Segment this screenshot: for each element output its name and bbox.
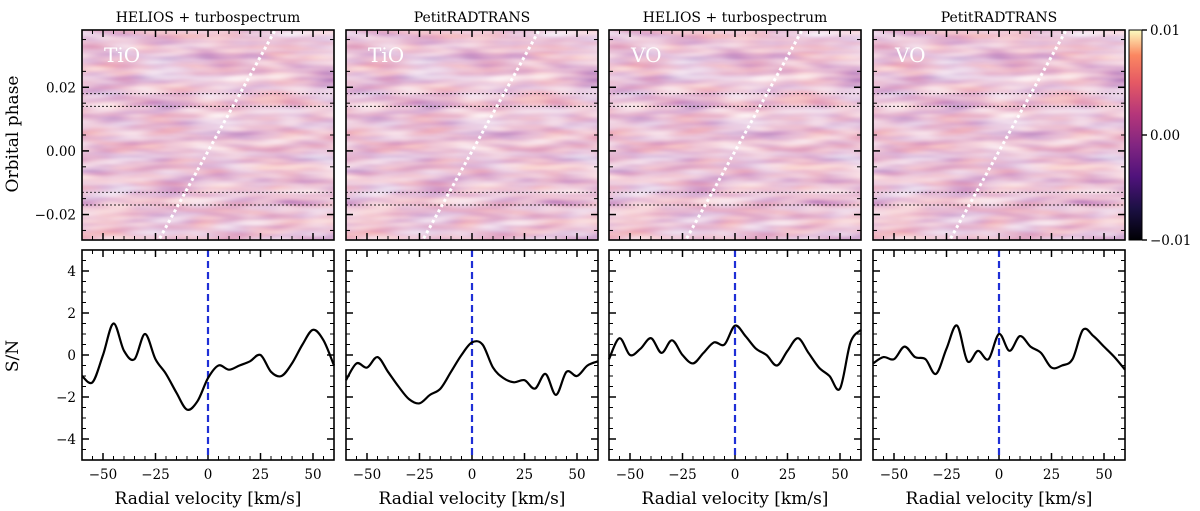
sn-curve	[607, 324, 862, 391]
planet-trail-line	[158, 29, 277, 240]
planet-trail-line	[949, 29, 1068, 240]
x-tick-label: 0	[731, 467, 740, 483]
y-tick-label: 0	[67, 348, 76, 364]
panel-title: PetitRADTRANS	[941, 10, 1058, 26]
y-tick-label: −2	[56, 390, 76, 406]
colorbar-tick-label: 0.01	[1150, 23, 1180, 39]
x-tick-label: 25	[252, 467, 269, 483]
y-tick-label: 2	[67, 306, 76, 322]
planet-trail-line	[685, 29, 804, 240]
panel-frame	[345, 249, 599, 461]
panel-frame	[608, 29, 862, 241]
colorbar-tick-label: 0.00	[1150, 128, 1180, 144]
heatmap-panel-2: PetitRADTRANS TiO	[345, 10, 599, 241]
phase-markers	[873, 93, 1125, 206]
x-tick-label: −25	[668, 467, 697, 483]
colorbar-scale	[1128, 29, 1143, 241]
y-ticks: 0.02 0.00 −0.02	[35, 39, 334, 231]
x-tick-label: −50	[89, 467, 118, 483]
molecule-label: VO	[894, 43, 926, 67]
panel-title: HELIOS + turbospectrum	[116, 10, 301, 26]
panel-frame	[608, 249, 862, 461]
panel-frame	[81, 29, 335, 241]
x-axis-label: Radial velocity [km/s]	[642, 489, 829, 509]
panel-title: HELIOS + turbospectrum	[643, 10, 828, 26]
planet-trail-line	[422, 29, 541, 240]
heatmap-panel-4: PetitRADTRANS VO	[872, 10, 1126, 241]
y-tick-label: −4	[56, 432, 76, 448]
molecule-label: VO	[630, 43, 662, 67]
sn-curve	[81, 322, 336, 411]
y-tick-label: −0.02	[35, 208, 76, 224]
y-axis-label-bottom: S/N	[3, 340, 23, 372]
y-tick-label: 0.02	[46, 80, 76, 96]
x-tickmarks	[883, 30, 1115, 240]
x-tick-label: 25	[1043, 467, 1060, 483]
phase-markers	[609, 93, 861, 206]
panel-frame	[345, 29, 599, 241]
x-axis-label: Radial velocity [km/s]	[379, 489, 566, 509]
x-tick-label: −25	[141, 467, 170, 483]
x-tick-label: 50	[568, 467, 585, 483]
phase-markers	[346, 93, 598, 206]
x-tick-label: 0	[468, 467, 477, 483]
panel-frame	[872, 249, 1126, 461]
x-tick-label: 0	[995, 467, 1004, 483]
sn-curve	[872, 324, 1126, 376]
x-tick-label: −25	[932, 467, 961, 483]
colorbar-ticks: 0.01 0.00 −0.01	[1142, 23, 1191, 249]
x-tick-label: 50	[304, 467, 321, 483]
y-tick-label: 4	[67, 264, 76, 280]
x-tick-label: 50	[1095, 467, 1112, 483]
colorbar-tick-label: −0.01	[1150, 233, 1191, 249]
heatmap-panel-1: HELIOS + turbospectrum TiO 0.02 0.00 −0.02	[35, 10, 335, 241]
panel-frame	[81, 249, 335, 461]
x-tick-label: −25	[405, 467, 434, 483]
colorbar: 0.01 0.00 −0.01	[1128, 23, 1191, 249]
x-tick-label: 0	[204, 467, 213, 483]
x-axis-label: Radial velocity [km/s]	[906, 489, 1093, 509]
y-axis-label-top: Orbital phase	[3, 76, 23, 193]
x-tick-label: −50	[616, 467, 645, 483]
molecule-label: TiO	[104, 43, 140, 67]
x-axis-label: Radial velocity [km/s]	[115, 489, 302, 509]
heatmap-panel-3: HELIOS + turbospectrum VO	[608, 10, 862, 241]
x-tickmarks	[92, 30, 324, 240]
phase-markers	[82, 93, 334, 206]
x-tick-label: 25	[516, 467, 533, 483]
panel-title: PetitRADTRANS	[414, 10, 531, 26]
x-tick-label: −50	[353, 467, 382, 483]
molecule-label: TiO	[368, 43, 404, 67]
x-tick-label: −50	[880, 467, 909, 483]
y-tick-label: 0.00	[46, 144, 76, 160]
x-tick-label: 25	[779, 467, 796, 483]
panel-frame	[872, 29, 1126, 241]
sn-curve	[345, 340, 599, 405]
x-tick-label: 50	[831, 467, 848, 483]
